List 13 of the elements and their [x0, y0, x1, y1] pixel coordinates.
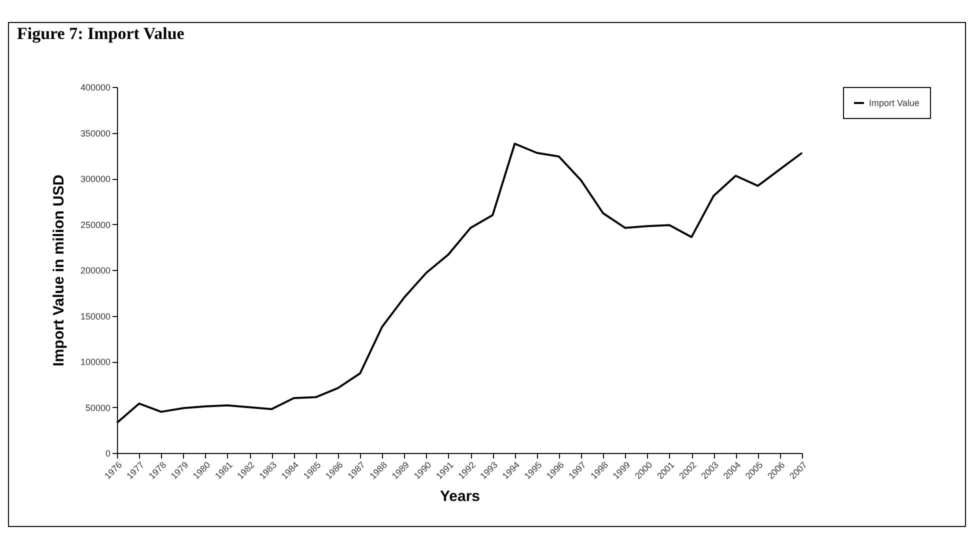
y-tick-label: 150000 [80, 311, 110, 322]
x-axis-title: Years [440, 488, 480, 506]
y-tick-label: 350000 [80, 128, 110, 138]
y-tick-label: 400000 [80, 82, 110, 92]
y-tick-label: 250000 [80, 220, 110, 230]
y-tick-label: 300000 [80, 174, 110, 184]
legend-label: Import Value [869, 98, 920, 108]
chart-title: Figure 7: Import Value [17, 24, 185, 43]
y-tick-label: 50000 [85, 402, 110, 413]
y-tick-label: 100000 [80, 357, 110, 367]
y-tick-label: 200000 [80, 266, 110, 276]
y-tick-label: 0 [105, 448, 110, 458]
y-axis-title: Import Value in milion USD [50, 174, 68, 366]
